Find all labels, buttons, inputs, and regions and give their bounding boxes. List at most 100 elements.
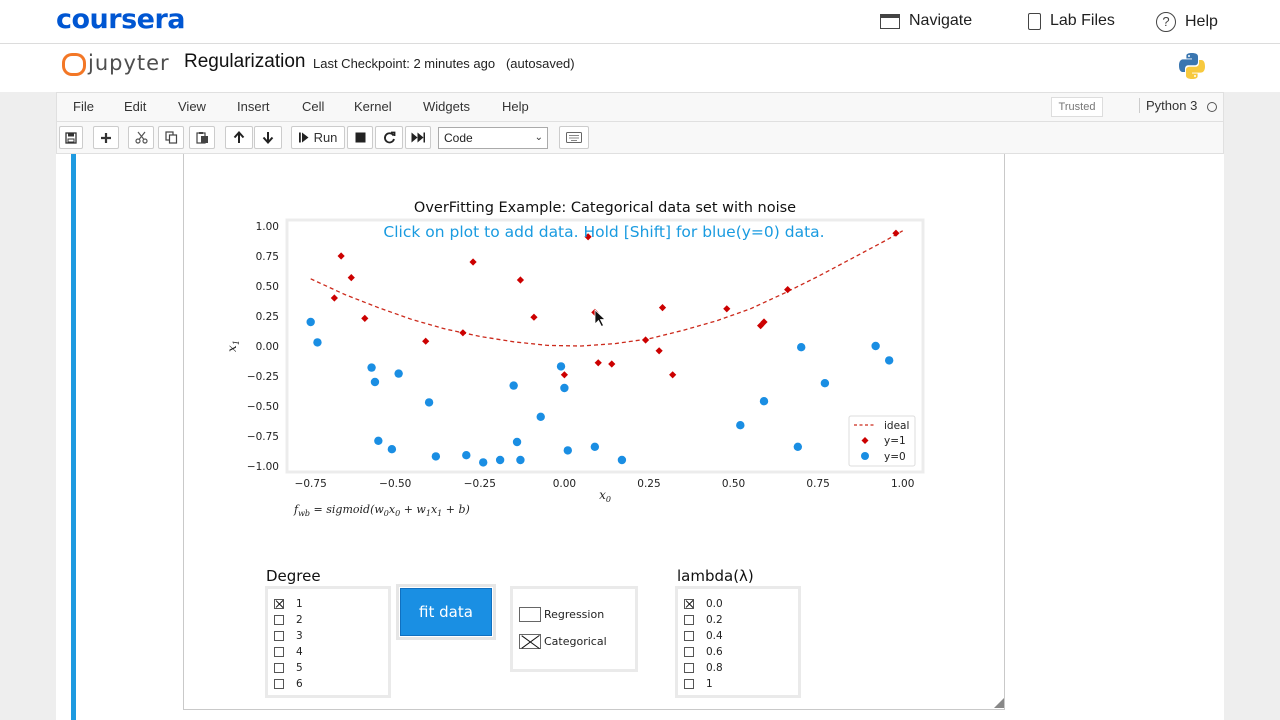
degree-option-2[interactable]: 2 [274, 613, 303, 627]
x-tick-label: 1.00 [891, 478, 914, 490]
data-point-y0 [370, 377, 380, 387]
insert-cell-button[interactable] [93, 126, 119, 149]
y-tick-label: −0.25 [247, 371, 279, 383]
menu-view[interactable]: View [178, 99, 206, 114]
degree-option-4[interactable]: 4 [274, 645, 303, 659]
coursera-logo[interactable]: coursera [56, 4, 186, 35]
degree-checkbox-4[interactable] [274, 647, 284, 657]
copy-button[interactable] [158, 126, 184, 149]
mouse-cursor-icon [594, 309, 607, 328]
formula-x0s: 0 [395, 509, 401, 519]
degree-checkbox-3[interactable] [274, 631, 284, 641]
overfit-plot[interactable]: −0.75 −0.50 −0.25 0.00 0.25 0.50 0.75 1.001.000… [184, 154, 1006, 710]
data-point-y0 [509, 381, 518, 390]
cell-type-value: Code [444, 131, 473, 145]
y-tick-label: 1.00 [256, 221, 279, 233]
jupyter-wordmark: jupyter [88, 51, 170, 75]
paste-button[interactable] [189, 126, 215, 149]
run-button[interactable]: Run [291, 126, 345, 149]
cut-button[interactable] [128, 126, 154, 149]
coursera-header: coursera Navigate Lab Files ? Help [0, 0, 1280, 44]
degree-option-3[interactable]: 3 [274, 629, 303, 643]
menu-widgets[interactable]: Widgets [423, 99, 470, 114]
lambda-option-1[interactable]: 0.2 [684, 613, 723, 627]
menu-file[interactable]: File [73, 99, 94, 114]
run-all-button[interactable] [405, 126, 431, 149]
data-point-y0 [431, 452, 441, 461]
restart-button[interactable] [375, 126, 403, 149]
checkpoint-status: Last Checkpoint: 2 minutes ago (autosave… [313, 56, 575, 71]
y-tick-label: 0.00 [256, 341, 279, 353]
resize-handle-icon[interactable] [994, 698, 1004, 708]
fit-button-frame: fit data [396, 584, 496, 640]
menu-help[interactable]: Help [502, 99, 529, 114]
legend-y0-label: y=0 [884, 451, 906, 463]
data-point-y0 [736, 421, 745, 430]
lambda-checkbox-3[interactable] [684, 647, 694, 657]
degree-option-1[interactable]: 1 [274, 597, 303, 611]
lambda-option-2[interactable]: 0.4 [684, 629, 723, 643]
kernel-name[interactable]: Python 3 [1139, 98, 1197, 113]
lambda-checkbox-0[interactable] [684, 599, 694, 609]
lambda-label-3: 0.6 [706, 646, 723, 658]
plot-area[interactable] [285, 218, 925, 474]
restart-icon [383, 131, 395, 144]
run-label: Run [313, 130, 338, 145]
degree-checkbox-6[interactable] [274, 679, 284, 689]
lab-files-button[interactable]: Lab Files [1028, 12, 1115, 30]
menu-kernel[interactable]: Kernel [354, 99, 392, 114]
lambda-options: 0.0 0.2 0.4 0.6 0.8 1 [675, 586, 801, 698]
regression-option[interactable]: Regression [519, 607, 604, 622]
python-logo-icon [1179, 53, 1205, 79]
degree-option-6[interactable]: 6 [274, 677, 303, 691]
fit-data-button[interactable]: fit data [400, 588, 492, 636]
lambda-checkbox-2[interactable] [684, 631, 694, 641]
lambda-option-5[interactable]: 1 [684, 677, 713, 691]
data-point-y1 [655, 347, 663, 355]
model-type-options: Regression Categorical [510, 586, 638, 672]
menu-edit[interactable]: Edit [124, 99, 147, 114]
save-button[interactable] [59, 126, 83, 149]
jupyter-orb-icon [60, 50, 86, 76]
interrupt-button[interactable] [347, 126, 373, 149]
lambda-option-4[interactable]: 0.8 [684, 661, 723, 675]
degree-checkbox-1[interactable] [274, 599, 284, 609]
degree-options: 1 2 3 4 5 6 [265, 586, 391, 698]
data-point-y1 [658, 304, 667, 312]
chart-legend: ideal y=1 y=0 [848, 415, 916, 467]
lambda-title: lambda(λ) [677, 567, 754, 585]
x-tick-label: −0.25 [464, 478, 496, 490]
data-point-y1 [669, 371, 677, 379]
data-point-y0 [820, 379, 830, 388]
data-point-y0 [495, 455, 505, 465]
lambda-option-3[interactable]: 0.6 [684, 645, 723, 659]
degree-checkbox-2[interactable] [274, 615, 284, 625]
move-up-button[interactable] [225, 126, 253, 149]
lambda-checkbox-4[interactable] [684, 663, 694, 673]
kernel-status-icon [1207, 102, 1217, 112]
formula-w0s: 0 [383, 509, 389, 519]
categorical-option[interactable]: Categorical [519, 634, 607, 649]
notebook-title[interactable]: Regularization [184, 51, 306, 72]
command-palette-button[interactable] [559, 126, 589, 149]
lambda-checkbox-1[interactable] [684, 615, 694, 625]
move-down-button[interactable] [254, 126, 282, 149]
degree-option-5[interactable]: 5 [274, 661, 303, 675]
navigate-button[interactable]: Navigate [880, 12, 972, 30]
jupyter-logo[interactable]: jupyter [60, 50, 170, 76]
chart-instruction: Click on plot to add data. Hold [Shift] … [383, 223, 824, 241]
regression-checkbox[interactable] [519, 607, 541, 622]
trusted-badge[interactable]: Trusted [1051, 97, 1103, 117]
data-point-y0 [797, 343, 806, 352]
categorical-checkbox[interactable] [519, 634, 541, 649]
menu-insert[interactable]: Insert [237, 99, 270, 114]
help-button[interactable]: ? Help [1156, 12, 1218, 32]
menu-cell[interactable]: Cell [302, 99, 325, 114]
data-point-y1 [330, 294, 338, 302]
lambda-checkbox-5[interactable] [684, 679, 694, 689]
x-tick-label: −0.50 [379, 478, 411, 490]
lambda-option-0[interactable]: 0.0 [684, 597, 723, 611]
degree-checkbox-5[interactable] [274, 663, 284, 673]
cell-type-select[interactable]: Code ⌄ [438, 127, 548, 149]
formula-x1s: 1 [437, 509, 443, 519]
